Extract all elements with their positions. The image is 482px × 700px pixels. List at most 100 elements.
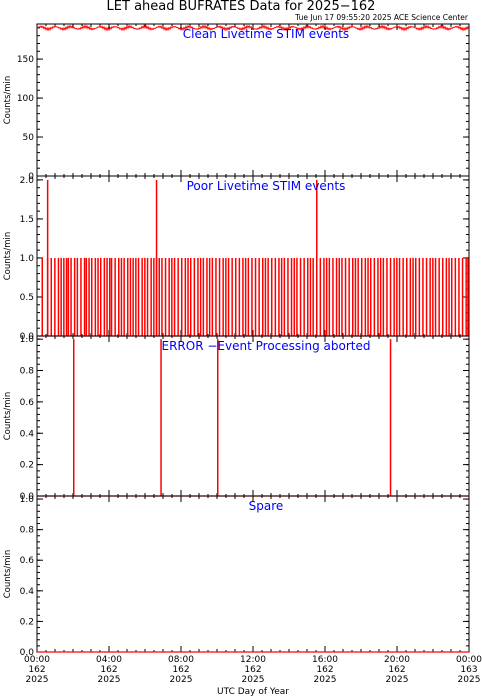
series-pulse bbox=[293, 257, 295, 336]
x-tick-year: 2025 bbox=[170, 675, 193, 685]
x-tick-doy: 162 bbox=[100, 665, 117, 675]
series-pulse bbox=[434, 257, 437, 336]
series-pulse bbox=[242, 257, 244, 336]
series-pulse bbox=[445, 257, 448, 336]
y-axis-label: Counts/min bbox=[3, 76, 13, 125]
series-pulse bbox=[187, 257, 189, 336]
series-pulse bbox=[206, 257, 208, 336]
panel-1: 0 50 100 150 Counts/min Clean Livetime STIM e… bbox=[3, 23, 470, 182]
series-pulse bbox=[141, 257, 143, 336]
y-tick-label: 0.8 bbox=[20, 367, 35, 377]
series-pulse bbox=[323, 257, 325, 336]
series-pulse bbox=[373, 257, 376, 336]
series-pulse bbox=[309, 257, 312, 336]
series-pulse bbox=[357, 257, 359, 336]
series-pulse bbox=[197, 257, 199, 336]
panel-frame bbox=[36, 335, 470, 497]
y-axis-label: Counts/min bbox=[3, 232, 13, 281]
series-pulse bbox=[153, 257, 155, 336]
y-tick-label: 0.0 bbox=[20, 492, 35, 502]
series-pulse bbox=[73, 257, 76, 336]
series-pulse bbox=[258, 257, 260, 336]
series-pulse bbox=[299, 257, 302, 336]
series-pulse bbox=[199, 257, 202, 336]
series-pulse bbox=[215, 257, 217, 336]
series-spike bbox=[217, 339, 219, 496]
series-pulse bbox=[222, 257, 224, 336]
series-pulse bbox=[344, 257, 347, 336]
series-pulse bbox=[227, 257, 230, 336]
series-pulse bbox=[379, 257, 382, 336]
y-tick-label: 0 bbox=[28, 172, 34, 182]
series-pulse bbox=[146, 257, 149, 336]
series-pulse bbox=[307, 257, 309, 336]
series-spike bbox=[389, 339, 392, 496]
panel-frame bbox=[36, 175, 470, 337]
series-pulse bbox=[338, 257, 340, 336]
series-pulse bbox=[370, 257, 372, 336]
series-spike bbox=[155, 179, 158, 336]
x-tick-year: 2025 bbox=[314, 675, 337, 685]
series-pulse bbox=[278, 257, 280, 336]
x-tick-doy: 162 bbox=[388, 665, 405, 675]
series-pulse bbox=[135, 257, 137, 336]
series-pulse bbox=[76, 257, 79, 336]
series-pulse bbox=[164, 257, 167, 336]
series-pulse bbox=[406, 257, 408, 336]
series-pulse bbox=[106, 257, 108, 336]
x-tick-year: 2025 bbox=[98, 675, 121, 685]
series-pulse bbox=[88, 257, 90, 336]
y-tick-label: 0.2 bbox=[20, 461, 34, 471]
series-pulse bbox=[303, 257, 305, 336]
y-tick-label: 0.5 bbox=[20, 293, 34, 303]
x-tick-doy: 163 bbox=[460, 665, 477, 675]
series-spike bbox=[46, 179, 49, 336]
y-tick-label: 0.4 bbox=[20, 429, 35, 439]
series-pulse bbox=[97, 257, 99, 336]
y-tick-label: 0.6 bbox=[20, 398, 35, 408]
series-pulse bbox=[168, 257, 170, 336]
series-pulse bbox=[177, 257, 179, 336]
panel-label: Clean Livetime STIM events bbox=[183, 27, 349, 41]
series-pulse bbox=[235, 257, 237, 336]
series-pulse bbox=[412, 257, 414, 336]
series-pulse bbox=[319, 257, 322, 336]
y-tick-label: 100 bbox=[17, 94, 34, 104]
series-pulse bbox=[425, 257, 428, 336]
series-pulse bbox=[161, 257, 163, 336]
series-pulse bbox=[120, 257, 123, 336]
series-pulse bbox=[144, 257, 146, 336]
x-tick-time: 16:00 bbox=[312, 655, 338, 665]
series-pulse bbox=[85, 257, 88, 336]
series-pulse bbox=[341, 257, 343, 336]
y-tick-label: 0.4 bbox=[20, 587, 35, 597]
series-pulse bbox=[158, 257, 160, 336]
series-pulse bbox=[454, 257, 457, 336]
series-pulse bbox=[418, 257, 421, 336]
x-axis: 00:00162202504:00162202508:00162202512:0… bbox=[24, 655, 482, 685]
series-pulse bbox=[247, 257, 250, 336]
series-pulse bbox=[458, 257, 460, 336]
series-pulse bbox=[173, 257, 176, 336]
series-pulse bbox=[432, 257, 434, 336]
series-pulse bbox=[467, 257, 469, 336]
series-pulse bbox=[67, 257, 70, 336]
series-spike bbox=[73, 339, 75, 496]
x-tick-time: 12:00 bbox=[240, 655, 266, 665]
series-pulse bbox=[109, 257, 111, 336]
series-pulse bbox=[202, 257, 205, 336]
series-pulse bbox=[238, 257, 241, 336]
series-pulse bbox=[422, 257, 424, 336]
x-tick-time: 00:00 bbox=[456, 655, 482, 665]
series-pulse bbox=[402, 257, 404, 336]
panel-label: Poor Livetime STIM events bbox=[187, 179, 346, 193]
series-pulse bbox=[110, 257, 113, 336]
series-pulse bbox=[438, 257, 440, 336]
y-axis-label: Counts/min bbox=[3, 550, 13, 599]
x-tick-doy: 162 bbox=[244, 665, 261, 675]
series-pulse bbox=[429, 257, 431, 336]
y-tick-label: 0.0 bbox=[20, 648, 35, 658]
timestamp: Tue Jun 17 09:55:20 2025 ACE Science Cen… bbox=[294, 13, 469, 22]
series-pulse bbox=[137, 257, 140, 336]
